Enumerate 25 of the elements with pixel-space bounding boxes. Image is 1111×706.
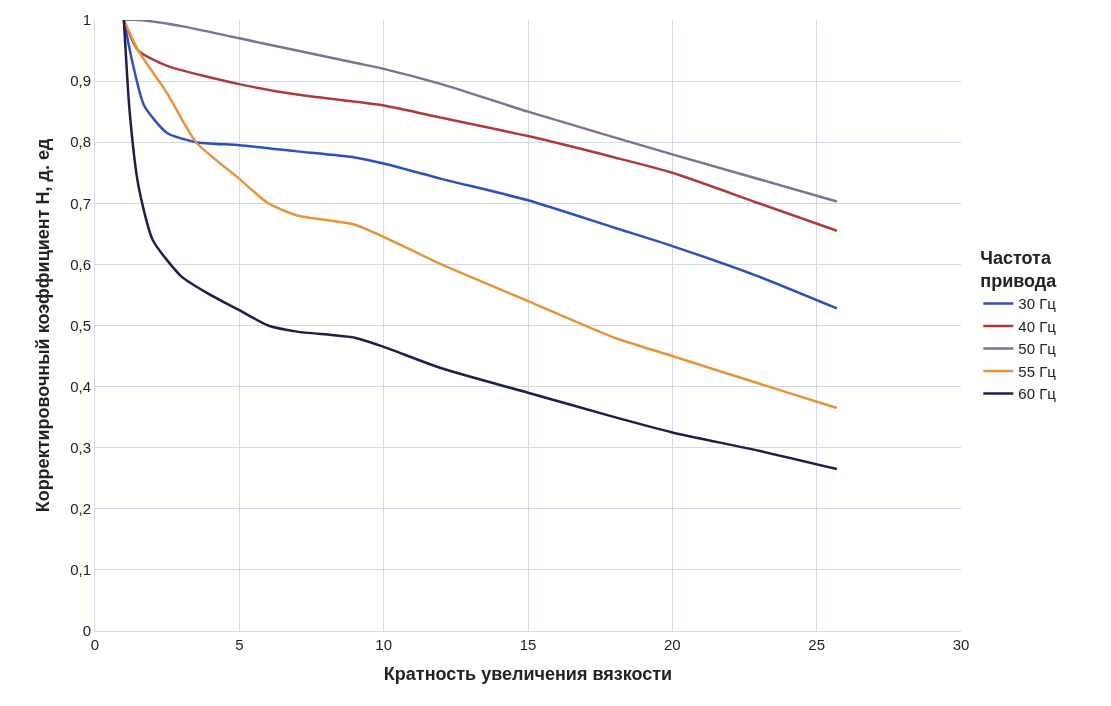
y-tick-label: 0,3 [70, 438, 91, 456]
x-tick-label: 15 [519, 636, 537, 653]
x-axis-title: Кратность увеличения вязкости [383, 664, 673, 685]
x-tick-label: 5 [235, 636, 244, 653]
y-tick-label: 0,9 [70, 72, 91, 90]
y-tick-label: 0,8 [70, 133, 91, 151]
x-tick-label: 30 [952, 636, 970, 653]
x-tick-label: 10 [375, 636, 393, 653]
legend-label: 30 Гц [1018, 295, 1057, 313]
legend-title: Частота привода [980, 247, 1058, 292]
y-tick-label: 0,7 [70, 194, 91, 212]
legend-label: 55 Гц [1018, 362, 1057, 380]
y-tick-label: 0,5 [70, 316, 91, 334]
y-axis-title: Корректировочный коэффициент Н, д. ед [33, 138, 54, 513]
legend-label: 60 Гц [1018, 385, 1057, 403]
y-tick-label: 0,2 [70, 500, 91, 518]
legend-label: 40 Гц [1018, 317, 1057, 335]
x-tick-label: 25 [808, 636, 826, 653]
y-tick-label: 0,1 [70, 561, 91, 579]
y-tick-label: 1 [82, 11, 91, 29]
y-tick-label: 0 [82, 622, 91, 640]
y-tick-label: 0,6 [70, 255, 91, 273]
legend-label: 50 Гц [1018, 340, 1057, 358]
x-tick-label: 20 [663, 636, 681, 653]
y-tick-label: 0,4 [70, 377, 91, 395]
